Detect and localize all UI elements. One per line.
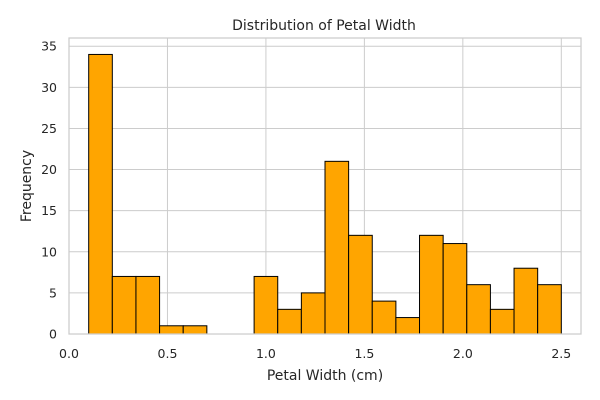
x-tick-label: 0.0 xyxy=(59,346,79,361)
histogram-bar xyxy=(537,284,562,335)
histogram-bar xyxy=(419,234,444,335)
y-tick-label: 30 xyxy=(41,80,57,95)
y-tick-label: 0 xyxy=(49,327,57,342)
x-tick-labels: 0.0 0.5 1.0 1.5 2.0 2.5 xyxy=(59,346,571,361)
x-tick-label: 2.5 xyxy=(551,346,571,361)
histogram-bar xyxy=(442,243,468,335)
histogram-bar xyxy=(466,284,491,335)
histogram-bar xyxy=(395,317,421,335)
plot-frame xyxy=(68,37,582,335)
histogram-bar xyxy=(300,292,326,335)
y-tick-label: 25 xyxy=(41,121,57,136)
histogram-bar xyxy=(88,53,113,335)
histogram-bar xyxy=(135,275,161,335)
y-tick-label: 5 xyxy=(49,285,57,300)
x-axis-label: Petal Width (cm) xyxy=(267,368,383,384)
histogram-bar xyxy=(513,267,539,335)
histogram-bar xyxy=(371,300,397,335)
grid-lines xyxy=(68,38,581,335)
histogram-bar xyxy=(182,325,208,335)
chart-title: Distribution of Petal Width xyxy=(232,18,416,34)
histogram-bar xyxy=(348,234,373,335)
x-tick-label: 2.0 xyxy=(453,346,473,361)
x-tick-label: 0.5 xyxy=(158,346,178,361)
x-tick-label: 1.0 xyxy=(256,346,276,361)
y-tick-label: 35 xyxy=(41,39,57,54)
y-tick-label: 20 xyxy=(41,162,57,177)
histogram-bar xyxy=(253,275,279,335)
y-axis-label: Frequency xyxy=(19,150,35,222)
y-tick-label: 10 xyxy=(41,244,57,259)
y-tick-labels: 0 5 10 15 20 25 30 35 xyxy=(41,39,57,342)
histogram-bar xyxy=(324,160,350,335)
histogram-bar xyxy=(159,325,184,335)
x-tick-label: 1.5 xyxy=(354,346,374,361)
histogram-bars xyxy=(88,53,562,335)
histogram-bar xyxy=(489,308,515,335)
histogram-bar xyxy=(111,275,137,335)
histogram-bar xyxy=(277,308,302,335)
y-tick-label: 15 xyxy=(41,203,57,218)
